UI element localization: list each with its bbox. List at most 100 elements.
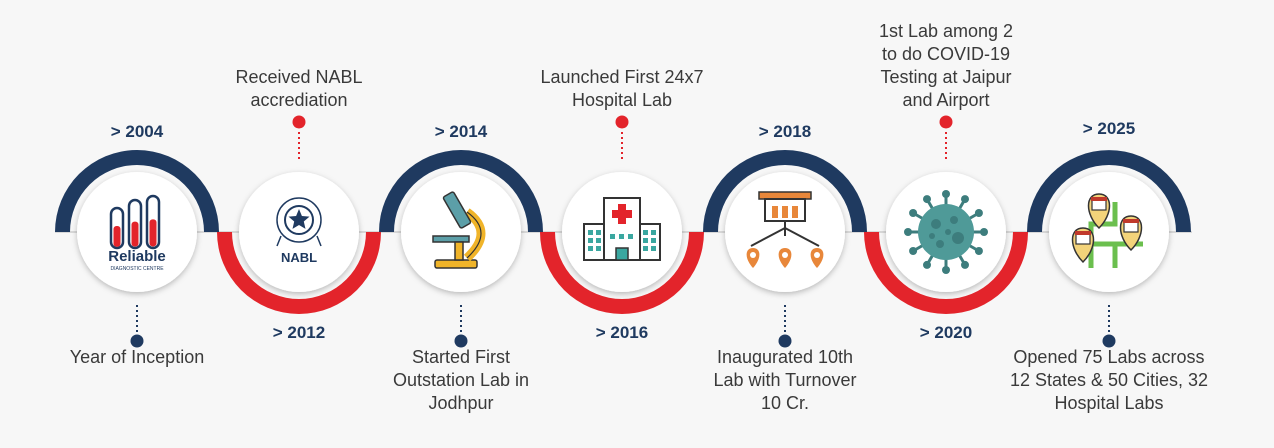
- description-line: Outstation Lab in: [392, 370, 530, 390]
- pin-dot: [814, 252, 820, 258]
- window: [643, 246, 648, 251]
- test-tube-liquid: [131, 221, 139, 247]
- microscope-icon: [432, 191, 486, 269]
- base: [434, 259, 478, 269]
- pillar: [454, 241, 464, 261]
- pin-dot: [782, 252, 788, 258]
- connector-dot: [130, 334, 144, 348]
- link: [750, 227, 786, 247]
- pin-awning: [1091, 197, 1107, 201]
- logo-subtext: DIAGNOSTIC CENTRE: [110, 266, 164, 272]
- description-line: and Airport: [902, 90, 990, 110]
- spike-tip: [923, 195, 931, 204]
- spike-tip: [974, 209, 983, 217]
- virus-spot: [950, 216, 958, 224]
- navy-arc: [55, 150, 219, 232]
- pin-awning: [1075, 231, 1091, 235]
- seal-inner: [284, 205, 314, 235]
- spike-tip: [923, 260, 931, 269]
- milestone-description: Year of Inception: [17, 346, 257, 369]
- red-arc: [217, 232, 381, 314]
- pin-shop: [1091, 199, 1107, 211]
- virus-icon: [904, 190, 988, 274]
- nabl-logo-icon: NABL: [276, 197, 322, 265]
- window: [596, 246, 601, 251]
- virus-spot: [931, 219, 941, 229]
- roof: [758, 191, 812, 200]
- pin-dot: [750, 252, 756, 258]
- description-line: Lab with Turnover: [713, 370, 857, 390]
- description-line: accrediation: [250, 90, 348, 110]
- milestone-circle: [401, 172, 521, 292]
- milestone-2016: [540, 115, 704, 314]
- map-pins-icon: [1071, 193, 1143, 268]
- test-tube-liquid: [149, 219, 157, 247]
- connector-dot: [454, 334, 468, 348]
- window: [651, 238, 656, 243]
- stage: [432, 235, 470, 243]
- year-label: > 2004: [110, 122, 164, 141]
- spike-tip: [942, 190, 950, 198]
- milestone-description: Launched First 24x7 Hospital Lab: [502, 66, 742, 112]
- virus-spot: [929, 233, 935, 239]
- spike-tip: [909, 247, 918, 255]
- description-line: Opened 75 Labs across: [1013, 347, 1205, 367]
- hospital-icon: [583, 197, 661, 261]
- seal-legs: [276, 235, 322, 247]
- bar: [792, 206, 798, 218]
- connector-dot: [939, 115, 953, 129]
- milestone-2020: [864, 115, 1028, 314]
- window: [628, 234, 633, 239]
- connector-dot: [1102, 334, 1116, 348]
- year-label: > 2016: [595, 323, 649, 342]
- description-line: Testing at Jaipur: [880, 67, 1012, 87]
- window: [588, 238, 593, 243]
- seal-ring: [276, 197, 322, 243]
- navy-arc: [703, 150, 867, 232]
- window: [610, 234, 615, 239]
- description-line: 1st Lab among 2: [878, 21, 1014, 41]
- seal-star: [288, 209, 310, 229]
- window: [651, 230, 656, 235]
- logo-text: NABL: [281, 250, 317, 265]
- year-label: > 2025: [1082, 119, 1136, 138]
- virus-spot: [952, 232, 964, 244]
- milestone-circle: [1049, 172, 1169, 292]
- window: [588, 246, 593, 251]
- spike-tip: [961, 260, 969, 269]
- milestone-description: Opened 75 Labs across 12 States & 50 Citi…: [989, 346, 1229, 415]
- milestone-2012: NABL: [217, 115, 381, 314]
- red-arc: [864, 232, 1028, 314]
- navy-arc: [1027, 150, 1191, 232]
- description-line: Jodhpur: [428, 393, 494, 413]
- connector-dot: [615, 115, 629, 129]
- connector-dot: [778, 334, 792, 348]
- year-label: > 2014: [434, 122, 488, 141]
- milestone-description: Inaugurated 10th Lab with Turnover 10 Cr.: [665, 346, 905, 415]
- spike-tip: [904, 228, 912, 236]
- door: [615, 247, 629, 261]
- window: [588, 230, 593, 235]
- navy-arc: [379, 150, 543, 232]
- spike-tip: [909, 209, 918, 217]
- window: [596, 238, 601, 243]
- window: [643, 238, 648, 243]
- window: [651, 246, 656, 251]
- milestone-2018: [703, 150, 867, 348]
- test-tube-liquid: [113, 226, 121, 247]
- description-line: Hospital Lab: [571, 90, 673, 110]
- year-label: > 2012: [272, 323, 326, 342]
- window: [619, 234, 624, 239]
- description-line: Started First: [411, 347, 511, 367]
- cross-h: [612, 210, 632, 218]
- bar: [772, 206, 778, 218]
- description-line: Year of Inception: [69, 347, 205, 367]
- spike-tip: [980, 228, 988, 236]
- description-line: Received NABL: [235, 67, 363, 87]
- description-line: Inaugurated 10th: [716, 347, 854, 367]
- year-label: > 2020: [919, 323, 973, 342]
- description-line: 12 States & 50 Cities, 32: [1009, 370, 1209, 390]
- milestone-description: Started First Outstation Lab in Jodhpur: [341, 346, 581, 415]
